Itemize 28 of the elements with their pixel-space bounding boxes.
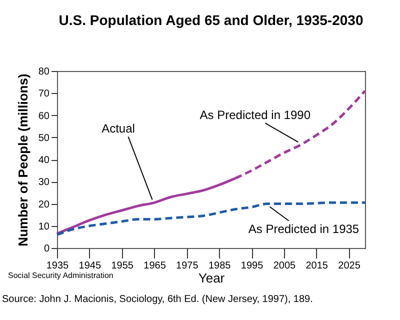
y-tick-label: 20 bbox=[38, 199, 50, 210]
x-tick-label: 1995 bbox=[240, 260, 264, 272]
x-tick-label: 1965 bbox=[144, 260, 166, 272]
y-tick-label: 50 bbox=[38, 132, 50, 144]
x-tick-label: 1975 bbox=[176, 260, 199, 272]
line-series bbox=[56, 201, 366, 236]
source-note: Source: John J. Macionis, Sociology, 6th Ed. (New Jersey, 1997), 189. bbox=[2, 294, 313, 305]
series-label: As Predicted in 1935 bbox=[248, 222, 360, 236]
y-tick-label: 80 bbox=[38, 66, 50, 78]
y-tick-label: 0 bbox=[44, 244, 50, 254]
x-tick-label: 2025 bbox=[338, 260, 361, 272]
x-tick-label: 2005 bbox=[273, 260, 296, 272]
x-tick-label: 1955 bbox=[111, 260, 134, 272]
series-label: As Predicted in 1990 bbox=[200, 108, 311, 122]
chart-title: U.S. Population Aged 65 and Older, 1935-2030 bbox=[58, 12, 364, 28]
y-tick-label: 60 bbox=[38, 110, 50, 122]
y-tick-label: 70 bbox=[38, 88, 50, 100]
x-tick-label: 1985 bbox=[208, 260, 232, 272]
x-axis-title: Year bbox=[198, 270, 226, 286]
x-tick-label: 1945 bbox=[78, 260, 102, 272]
x-tick-label: 2015 bbox=[306, 260, 328, 272]
y-tick-label: 30 bbox=[38, 177, 50, 188]
text: Actual bbox=[102, 122, 135, 136]
x-tick-label: 1935 bbox=[46, 260, 70, 272]
text: Social Security Administration bbox=[8, 271, 114, 280]
y-tick-label: 10 bbox=[38, 221, 50, 232]
y-tick-label: 40 bbox=[38, 155, 50, 166]
y-axis-title: Number of People (millions) bbox=[15, 74, 30, 246]
